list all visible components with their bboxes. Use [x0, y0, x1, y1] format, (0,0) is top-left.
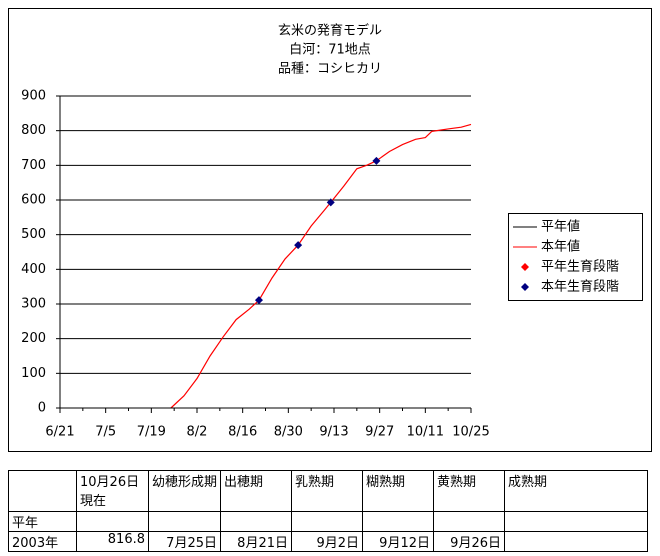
- table-cell: [220, 511, 292, 532]
- stage-table: 10月26日 現在 幼穂形成期 出穂期 乳熟期 糊熟期 黄熟期 成熟期 平年 2003年 816.…: [8, 470, 648, 552]
- marker: [326, 198, 335, 207]
- chart-frame: [8, 8, 652, 452]
- table-cell: [8, 470, 77, 512]
- table-cell: 9月2日: [291, 531, 363, 552]
- table-cell: 9月26日: [433, 531, 505, 552]
- legend-label: 本年生育段階: [541, 279, 619, 295]
- y-tick-label: 300: [21, 297, 46, 312]
- table-cell: 出穂期: [220, 470, 292, 512]
- x-tick-label: 8/2: [187, 425, 208, 440]
- chart-title: 品種：コシヒカリ: [278, 61, 382, 77]
- table-cell: [76, 511, 149, 532]
- table-cell: [504, 531, 648, 552]
- x-tick-label: 7/5: [95, 425, 116, 440]
- y-tick-label: 900: [21, 89, 46, 104]
- table-cell: [148, 511, 221, 532]
- x-tick-label: 9/27: [365, 425, 394, 440]
- y-tick-label: 200: [21, 331, 46, 346]
- legend-box: [508, 213, 643, 301]
- y-tick-label: 0: [38, 401, 46, 416]
- table-cell: 9月12日: [362, 531, 434, 552]
- table-cell: 糊熟期: [362, 470, 434, 512]
- legend-label: 本年値: [541, 239, 580, 255]
- y-tick-label: 500: [21, 227, 46, 242]
- x-tick-label: 8/30: [274, 425, 303, 440]
- y-tick-label: 400: [21, 262, 46, 277]
- table-cell: 8月21日: [220, 531, 292, 552]
- y-tick-label: 100: [21, 366, 46, 381]
- table-cell: [291, 511, 363, 532]
- x-tick-label: 9/13: [319, 425, 348, 440]
- table-cell: 816.8: [76, 531, 149, 552]
- x-tick-label: 8/16: [228, 425, 257, 440]
- marker: [254, 296, 263, 305]
- y-tick-label: 800: [21, 123, 46, 138]
- table-cell: 乳熟期: [291, 470, 363, 512]
- legend-swatch: [521, 283, 529, 291]
- x-tick-label: 7/19: [137, 425, 166, 440]
- x-tick-label: 6/21: [45, 425, 74, 440]
- legend-label: 平年値: [541, 219, 580, 235]
- table-cell: 黄熟期: [433, 470, 505, 512]
- table-cell: 成熟期: [504, 470, 648, 512]
- y-tick-label: 600: [21, 193, 46, 208]
- line: [170, 123, 472, 409]
- legend-label: 平年生育段階: [541, 259, 619, 275]
- table-cell: 平年: [8, 511, 77, 532]
- chart-title: 白河：71地点: [289, 42, 371, 58]
- table-cell: [504, 511, 648, 532]
- table-cell: [433, 511, 505, 532]
- table-cell: [362, 511, 434, 532]
- table-cell: 10月26日 現在: [76, 470, 149, 512]
- legend-swatch: [521, 263, 529, 271]
- table-row: 10月26日 現在 幼穂形成期 出穂期 乳熟期 糊熟期 黄熟期 成熟期: [8, 470, 648, 512]
- marker: [372, 156, 381, 165]
- table-cell: 幼穂形成期: [148, 470, 221, 512]
- table-cell: 7月25日: [148, 531, 221, 552]
- table-row: 平年: [8, 511, 648, 532]
- y-tick-label: 700: [21, 158, 46, 173]
- chart-title: 玄米の発育モデル: [278, 23, 382, 39]
- x-tick-label: 10/25: [452, 425, 489, 440]
- table-cell: 2003年: [8, 531, 77, 552]
- marker: [294, 241, 303, 250]
- table-row: 2003年 816.8 7月25日 8月21日 9月2日 9月12日 9月26日: [8, 531, 648, 552]
- x-tick-label: 10/11: [407, 425, 444, 440]
